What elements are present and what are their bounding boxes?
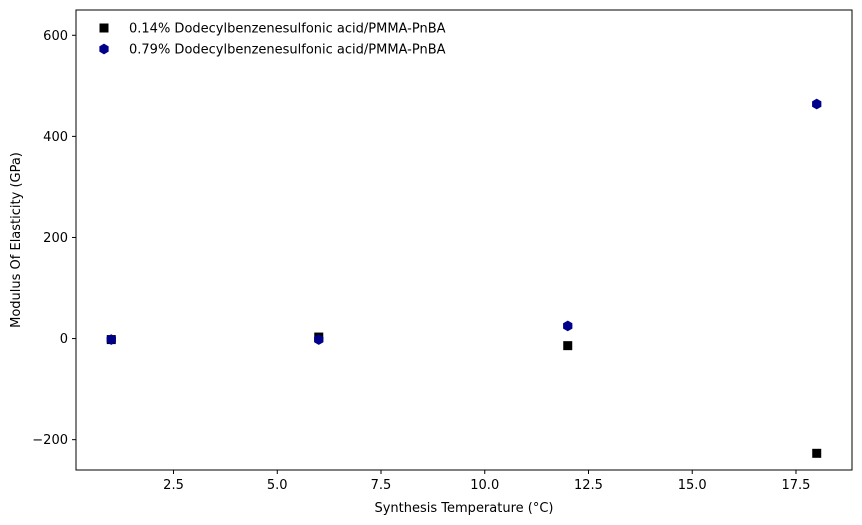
series-2-point xyxy=(563,320,573,332)
y-tick-label: 600 xyxy=(43,29,68,44)
legend: 0.14% Dodecylbenzenesulfonic acid/PMMA-P… xyxy=(99,22,446,58)
series-2-point xyxy=(812,98,822,110)
y-tick-label: 400 xyxy=(43,130,68,145)
legend-label-2: 0.79% Dodecylbenzenesulfonic acid/PMMA-P… xyxy=(129,43,446,58)
x-axis-ticks: 2.5 5.0 7.5 10.0 12.5 15.0 17.5 xyxy=(163,470,810,493)
legend-marker-2 xyxy=(99,43,109,55)
plot-area-frame xyxy=(75,9,853,471)
x-tick-label: 15.0 xyxy=(678,478,707,493)
y-tick-label: 200 xyxy=(43,231,68,246)
y-axis-ticks: −200 0 200 400 600 xyxy=(32,29,76,448)
y-tick-label: −200 xyxy=(32,433,68,448)
y-tick-label: 0 xyxy=(60,332,68,347)
series-2-point xyxy=(314,334,324,345)
x-tick-label: 17.5 xyxy=(782,478,811,493)
x-tick-label: 2.5 xyxy=(163,478,184,493)
data-points xyxy=(106,98,822,458)
x-tick-label: 12.5 xyxy=(574,478,603,493)
legend-marker-1 xyxy=(99,23,109,33)
x-tick-label: 10.0 xyxy=(470,478,499,493)
legend-label-1: 0.14% Dodecylbenzenesulfonic acid/PMMA-P… xyxy=(129,22,446,37)
series-1-point xyxy=(563,341,573,351)
y-axis-label: Modulus Of Elasticity (GPa) xyxy=(9,152,24,328)
x-tick-label: 7.5 xyxy=(371,478,392,493)
x-axis-label: Synthesis Temperature (°C) xyxy=(374,501,553,516)
series-2-point xyxy=(106,334,116,345)
x-tick-label: 5.0 xyxy=(267,478,288,493)
series-1-point xyxy=(812,448,822,458)
